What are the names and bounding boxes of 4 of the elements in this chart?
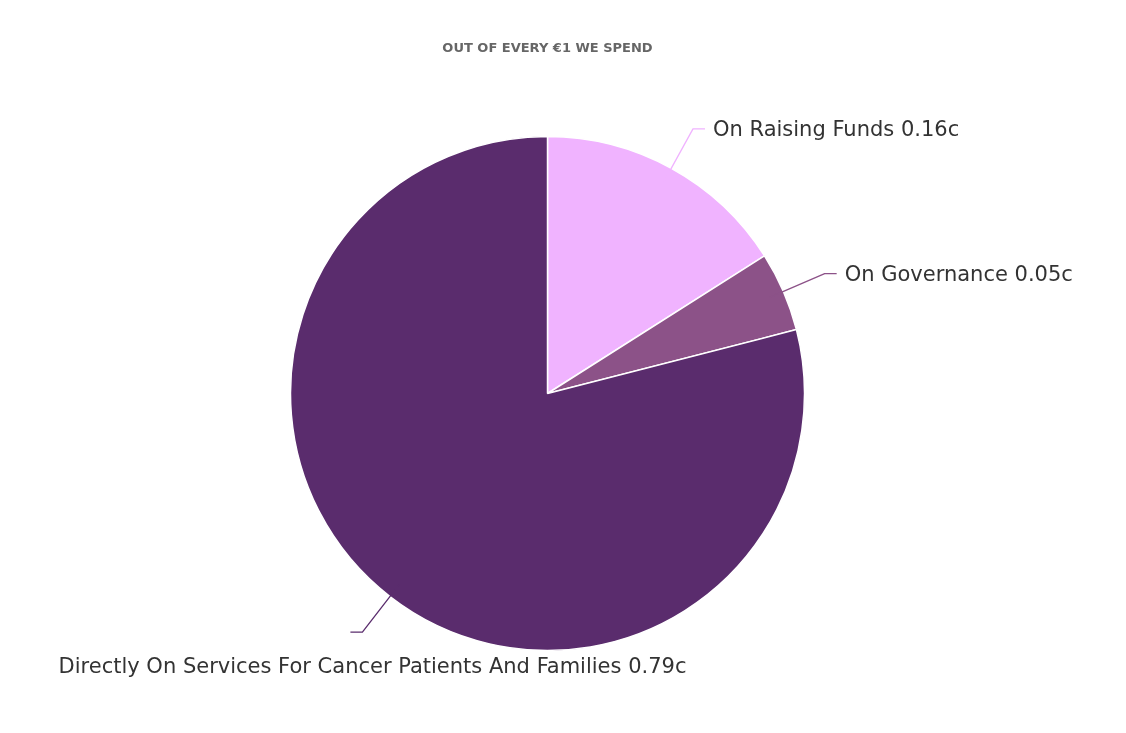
- slice-label: On Raising Funds 0.16c: [712, 116, 960, 141]
- chart-title: OUT OF EVERY €1 WE SPEND: [442, 40, 653, 55]
- slice-label: Directly On Services For Cancer Patients And Families 0.79c: [58, 654, 687, 679]
- slice-label: On Governance 0.05c: [844, 261, 1073, 286]
